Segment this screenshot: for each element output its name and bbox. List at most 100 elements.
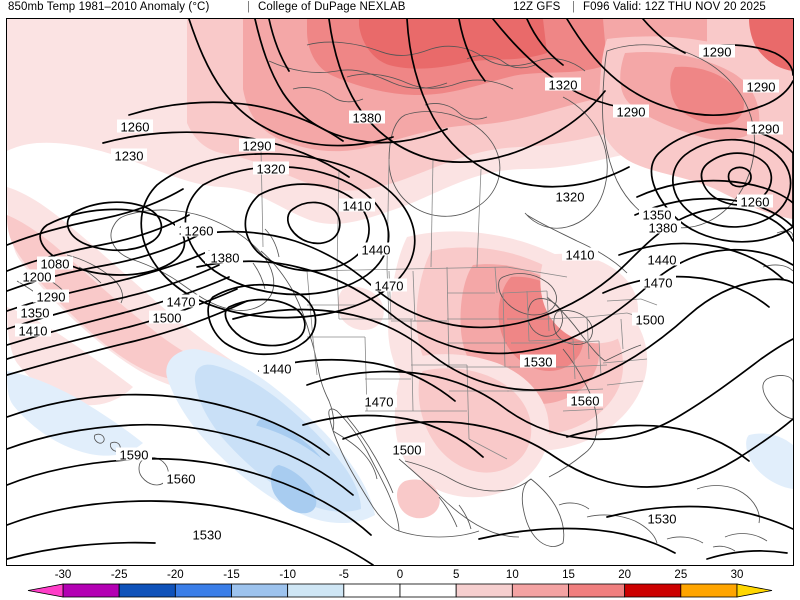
colorbar-swatch--20-to--15[interactable] (174, 583, 232, 598)
contour-label-1440-east-halo (644, 252, 680, 266)
colorbar-tick-0: 0 (397, 569, 403, 581)
contour-label-1320-greenland-halo (545, 77, 581, 91)
coast-arctic-island-small-3 (466, 55, 536, 69)
coast-arctic-islands-1 (306, 41, 586, 72)
colorbar-swatch-20-to-25[interactable] (624, 583, 682, 598)
border-il-in-oh (528, 338, 574, 342)
border-pa-wv (586, 316, 590, 360)
coast-aleutian-3 (78, 266, 102, 284)
colorbar-tail-low[interactable] (27, 583, 64, 598)
colorbar-tick-25: 25 (674, 569, 687, 581)
border-mn-wi (502, 290, 548, 294)
border-va-nc (598, 340, 602, 376)
contour-label-1470-left: 1470 (167, 295, 196, 310)
contour-label-1410-can-halo (339, 198, 375, 212)
colorbar-tick-minus5: -5 (339, 569, 349, 581)
colorbar-swatch-10-to-15[interactable] (511, 583, 569, 598)
colorbar-swatches[interactable] (27, 583, 773, 598)
contour-label-1470-sw: 1470 (365, 395, 394, 410)
contour-label-1500-sw-halo (389, 442, 425, 456)
contour-1560-pacific (7, 423, 354, 496)
contour-label-1200: 1200 (23, 270, 52, 285)
contour-label-1500-east-halo (632, 312, 668, 326)
colorbar-tick-20: 20 (618, 569, 631, 581)
contour-label-1290-east-halo (747, 121, 783, 135)
contour-1440-closed-sw2 (207, 283, 317, 356)
contour-1470-main (196, 248, 793, 355)
contour-1290-greenland-n (566, 19, 793, 116)
border-ga-fl (562, 408, 604, 412)
valid-time-label: F096 Valid: 12Z THU NOV 20 2025 (583, 1, 766, 13)
contour-misc-se (706, 550, 788, 560)
map-panel[interactable]: 1080 1200 1290 1350 1410 1260 1230 1290 1320 1380… (6, 18, 794, 566)
border-ny-ne (606, 298, 642, 302)
colorbar-swatch-15-to-20[interactable] (568, 583, 626, 598)
map-canvas[interactable]: 1080120012901350141012601230129013201380… (7, 19, 793, 565)
contour-label-1080: 1080 (41, 257, 70, 272)
colorbar-swatch--10-to--5[interactable] (287, 583, 345, 598)
coast-lake-erie-ontario (553, 310, 593, 345)
contour-label-1590-pac: 1590 (120, 448, 149, 463)
colorbar-tick-minus30: -30 (55, 569, 72, 581)
fill-warm-gulf-coast (397, 479, 440, 519)
fill-cool-atlantic-right (746, 433, 793, 489)
border-tx-gulf (468, 438, 508, 460)
contour-short-n1 (458, 19, 486, 82)
contour-1350-east (636, 179, 793, 204)
coast-ne-atlantic-1 (776, 230, 793, 238)
colorbar-swatch--25-to--20[interactable] (118, 583, 176, 598)
colorbar-swatch--5-to-0[interactable] (343, 583, 401, 598)
border-bc-alberta (336, 168, 340, 272)
contour-label-1320-can-halo (253, 161, 289, 175)
fill-warm-pacific-band-inner (7, 215, 219, 381)
contour-1470-pacific (7, 541, 156, 560)
contour-label-1560-se: 1560 (571, 394, 600, 409)
colorbar-tail-high[interactable] (736, 583, 773, 598)
contour-label-1530-pac: 1530 (193, 528, 222, 543)
contour-label-1290-left-halo (33, 289, 69, 303)
colorbar-swatch--15-to--10[interactable] (231, 583, 289, 598)
contour-label-1560-se-halo (567, 393, 603, 407)
border-ky-tn (554, 340, 600, 344)
colorbar-swatch-5-to-10[interactable] (455, 583, 513, 598)
colorbar-swatch-25-to-30[interactable] (680, 583, 738, 598)
coast-kauai (93, 433, 105, 444)
contour-label-1320-greenland: 1320 (549, 78, 578, 93)
contour-1290-can-w (188, 19, 394, 147)
fill-cool-socal-core (270, 465, 317, 514)
fill-cool-hawaii-east (237, 423, 355, 508)
contour-label-1470-nw: 1470 (375, 279, 404, 294)
fill-cool-pacific-tongue (7, 371, 143, 456)
contour-label-1260-pac-halo (181, 223, 217, 237)
coast-arctic-island-small-2 (424, 103, 488, 120)
header-separator-2: | (572, 1, 576, 13)
contour-label-1530-pac-halo (189, 527, 225, 541)
contour-short-n2 (526, 19, 564, 66)
contour-label-1290-can: 1290 (243, 139, 272, 154)
contour-label-1440-nw: 1440 (362, 243, 391, 258)
coast-carolina (548, 452, 586, 478)
contour-label-1470-east-halo (640, 275, 676, 289)
colorbar-canvas[interactable]: -30 -25 -20 -15 -10 -5 0 5 10 15 20 25 30 (0, 566, 800, 600)
contour-label-1500-sw: 1500 (393, 443, 422, 458)
colorbar-tick-5: 5 (453, 569, 459, 581)
border-mn-ia-mo (502, 292, 506, 368)
coast-bahamas (558, 502, 590, 510)
colorbar-swatch--30-to--25[interactable] (62, 583, 120, 598)
contour-label-1290-left: 1290 (37, 290, 66, 305)
contour-label-1440-sw: 1440 (263, 362, 292, 377)
coast-atlantic-south (696, 485, 760, 524)
contour-label-1350-east-halo (639, 207, 675, 221)
contour-label-1560-pac-halo (163, 471, 199, 485)
contour-label-1470-east: 1470 (644, 276, 673, 291)
border-al-ga (558, 388, 604, 392)
colorbar-panel[interactable]: -30 -25 -20 -15 -10 -5 0 5 10 15 20 25 30 (0, 566, 800, 600)
border-nc-sc (602, 358, 648, 364)
colorbar-swatch-0-to-5[interactable] (399, 583, 457, 598)
contour-label-1380-east2-halo (645, 220, 681, 234)
contour-label-1260-atlantic-halo (737, 194, 773, 208)
contour-label-1320-can: 1320 (257, 162, 286, 177)
border-sc-ga (606, 380, 644, 386)
contour-1530-pacific (7, 457, 372, 536)
contour-1080-closed (66, 201, 163, 252)
